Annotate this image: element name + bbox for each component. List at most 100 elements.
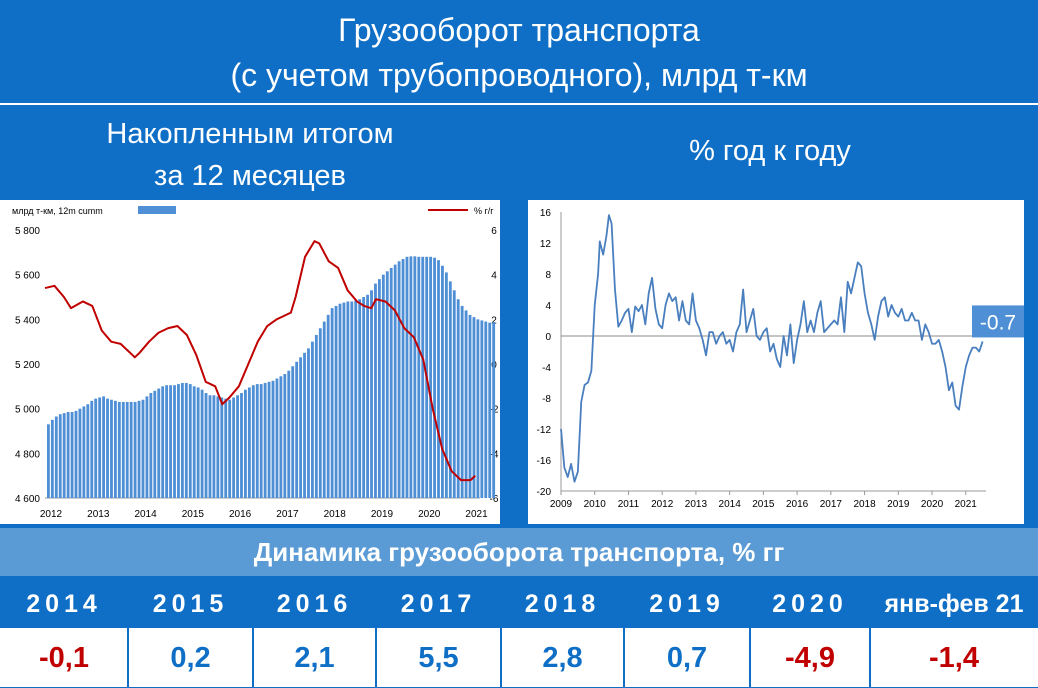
bar bbox=[208, 395, 212, 498]
bar bbox=[456, 299, 460, 498]
y-left-tick-label: 5 600 bbox=[15, 271, 40, 282]
bar bbox=[129, 401, 133, 498]
bar bbox=[303, 352, 306, 498]
bar bbox=[157, 388, 161, 498]
legend-line-label: % г/г bbox=[474, 206, 494, 216]
bar bbox=[330, 308, 334, 498]
bar bbox=[366, 294, 369, 498]
bar bbox=[133, 401, 137, 498]
table-year-header: 2015 bbox=[152, 590, 229, 618]
x-tick-label: 2014 bbox=[719, 499, 742, 510]
bar bbox=[468, 314, 472, 498]
bar bbox=[232, 397, 236, 498]
y-tick-label: -20 bbox=[537, 487, 552, 498]
bar bbox=[169, 385, 172, 498]
bar bbox=[188, 384, 192, 498]
bar bbox=[409, 256, 413, 498]
x-tick-label: 2018 bbox=[853, 499, 876, 510]
bar bbox=[78, 408, 82, 498]
bar bbox=[90, 400, 94, 498]
bar bbox=[106, 398, 109, 498]
table-column-separator bbox=[252, 628, 254, 687]
bar bbox=[342, 302, 346, 498]
title-line-1: Грузооборот транспорта bbox=[338, 12, 700, 48]
y-tick-label: 12 bbox=[540, 239, 552, 250]
table-value-cell: 0,7 bbox=[666, 642, 708, 674]
last-value-badge bbox=[972, 305, 1024, 338]
y-tick-label: -12 bbox=[537, 425, 552, 436]
bar bbox=[216, 396, 220, 498]
x-tick-label: 2016 bbox=[786, 499, 809, 510]
table-year-header: 2014 bbox=[26, 590, 102, 618]
page-title: Грузооборот транспорта (с учетом трубопр… bbox=[0, 0, 1038, 104]
table-value-cell: -1,4 bbox=[929, 642, 979, 674]
bar bbox=[437, 260, 440, 498]
bar bbox=[275, 378, 279, 498]
table-value-cell: 5,5 bbox=[418, 642, 459, 674]
x-tick-label: 2013 bbox=[87, 509, 110, 520]
x-tick-label: 2020 bbox=[921, 499, 944, 510]
yoy-chart-panel: -20 -16 -12 -8 -4 0 4 8 12 16 2009 2010 2011 2012 2013… bbox=[528, 200, 1024, 524]
bar bbox=[149, 393, 153, 498]
table-value-cell: 2,8 bbox=[542, 642, 583, 674]
bar bbox=[70, 412, 74, 498]
y-left-tick-label: 5 000 bbox=[15, 405, 40, 416]
bar bbox=[322, 321, 326, 498]
bar bbox=[86, 404, 90, 498]
bar bbox=[212, 395, 216, 498]
y-right-tick-label: 6 bbox=[491, 226, 497, 237]
y-tick-label: 0 bbox=[545, 332, 551, 343]
table-header-row: 2014 2015 2016 2017 2018 2019 2020 янв-фев 21 bbox=[0, 576, 1038, 628]
x-tick-label: 2016 bbox=[229, 509, 252, 520]
x-tick-label: 2017 bbox=[276, 509, 299, 520]
bar bbox=[224, 398, 228, 498]
bar bbox=[307, 348, 310, 498]
bar bbox=[58, 414, 62, 498]
table-value-cell: -4,9 bbox=[785, 642, 835, 674]
bar bbox=[362, 297, 366, 498]
bar bbox=[452, 290, 456, 498]
bar bbox=[145, 396, 149, 498]
bar bbox=[228, 399, 232, 498]
table-year-header: 2016 bbox=[276, 590, 353, 618]
x-tick-label: 2014 bbox=[134, 509, 157, 520]
table-column-separator bbox=[623, 628, 625, 687]
bar bbox=[429, 256, 433, 498]
bar bbox=[374, 283, 377, 498]
bar bbox=[318, 328, 322, 498]
bar bbox=[263, 382, 267, 498]
bar bbox=[184, 382, 188, 498]
yoy-line bbox=[44, 240, 476, 482]
bar bbox=[153, 390, 157, 498]
bar bbox=[54, 416, 58, 498]
bar bbox=[310, 341, 314, 498]
bar bbox=[444, 272, 448, 498]
bar bbox=[381, 274, 385, 498]
table-value-cell: -0,1 bbox=[39, 642, 89, 674]
bar bbox=[196, 387, 200, 498]
last-value-label: -0.7 bbox=[980, 311, 1016, 334]
subtitle-left-line-1: Накопленным итогом bbox=[106, 118, 394, 150]
y-tick-label: -4 bbox=[542, 363, 551, 374]
bar bbox=[441, 265, 444, 498]
bar bbox=[377, 279, 381, 498]
bar bbox=[255, 384, 259, 498]
bar bbox=[267, 381, 271, 498]
table-value-cell: 2,1 bbox=[294, 642, 335, 674]
y-tick-label: 8 bbox=[545, 270, 551, 281]
bar bbox=[460, 305, 464, 498]
bar bbox=[480, 320, 484, 498]
table-column-separator bbox=[869, 628, 871, 687]
bar bbox=[279, 376, 283, 498]
bar bbox=[433, 257, 436, 498]
y-tick-label: 4 bbox=[545, 301, 551, 312]
x-tick-label: 2018 bbox=[324, 509, 347, 520]
bar bbox=[291, 366, 295, 498]
bar bbox=[200, 389, 204, 498]
x-tick-label: 2015 bbox=[752, 499, 775, 510]
table-year-header: 2020 bbox=[772, 590, 848, 618]
bar bbox=[338, 303, 342, 498]
bar bbox=[295, 361, 299, 498]
bar bbox=[236, 395, 239, 498]
bar bbox=[488, 322, 492, 498]
